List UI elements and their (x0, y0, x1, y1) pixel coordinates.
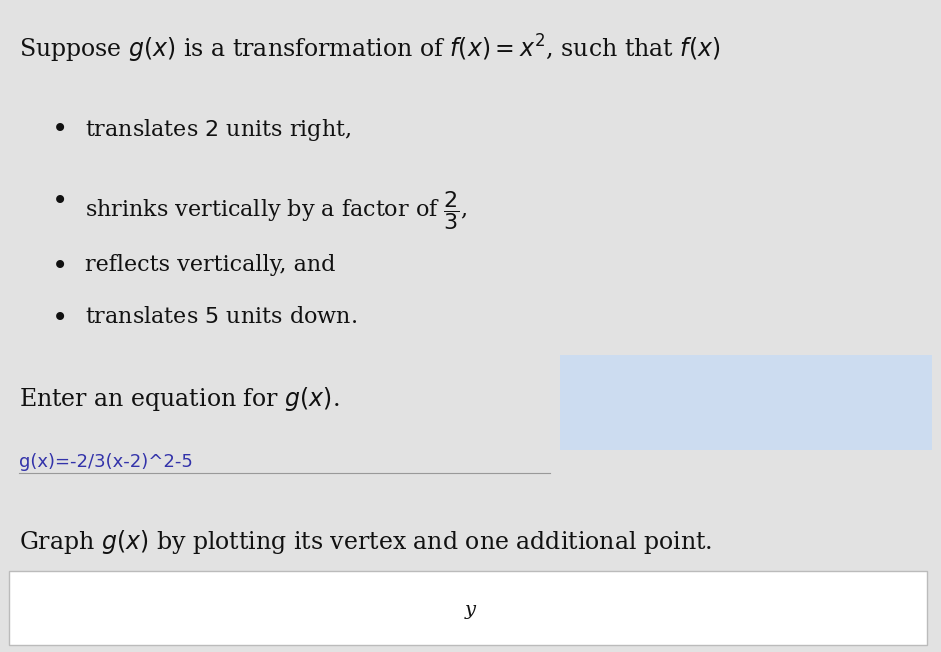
Text: shrinks vertically by a factor of $\dfrac{2}{3}$,: shrinks vertically by a factor of $\dfra… (85, 189, 468, 232)
Text: y: y (465, 600, 476, 619)
Text: •: • (52, 117, 68, 144)
Text: •: • (52, 306, 68, 333)
Text: Suppose $g(x)$ is a transformation of $f(x) = x^2$, such that $f(x)$: Suppose $g(x)$ is a transformation of $f… (19, 33, 720, 65)
Text: Graph $g(x)$ by plotting its vertex and one additional point.: Graph $g(x)$ by plotting its vertex and … (19, 528, 712, 556)
FancyBboxPatch shape (560, 355, 932, 450)
FancyBboxPatch shape (9, 570, 927, 645)
Text: •: • (52, 254, 68, 281)
Text: •: • (52, 189, 68, 216)
Text: Enter an equation for $g(x)$.: Enter an equation for $g(x)$. (19, 385, 340, 413)
Text: g(x)=-2/3(x-2)^2-5: g(x)=-2/3(x-2)^2-5 (19, 453, 193, 471)
Text: translates $5$ units down.: translates $5$ units down. (85, 306, 357, 329)
Text: reflects vertically, and: reflects vertically, and (85, 254, 335, 276)
Text: translates $2$ units right,: translates $2$ units right, (85, 117, 351, 143)
